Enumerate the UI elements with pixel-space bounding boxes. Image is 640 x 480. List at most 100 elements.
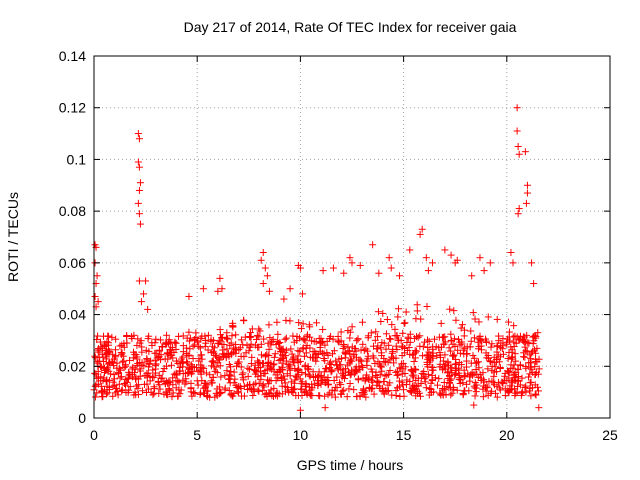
data-point (418, 225, 426, 233)
data-point (103, 349, 111, 357)
data-point (400, 386, 408, 394)
data-point (522, 382, 530, 390)
data-point (257, 368, 265, 376)
data-point (178, 358, 186, 366)
data-point (418, 370, 426, 378)
data-point (450, 307, 458, 315)
data-point (348, 259, 356, 267)
data-point (329, 264, 337, 272)
data-point (322, 365, 330, 373)
data-point (450, 385, 458, 393)
data-point (103, 353, 111, 361)
data-point (452, 355, 460, 363)
data-point (163, 362, 171, 370)
data-point (406, 351, 414, 359)
data-point (172, 345, 180, 353)
data-point (493, 342, 501, 350)
data-point (224, 349, 232, 357)
data-point (298, 385, 306, 393)
data-point (182, 375, 190, 383)
data-point (117, 373, 125, 381)
data-point (281, 375, 289, 383)
data-point (246, 343, 254, 351)
data-point (124, 375, 132, 383)
data-point (487, 343, 495, 351)
data-point (264, 380, 272, 388)
data-point (193, 337, 201, 345)
data-point (265, 287, 273, 295)
data-point (461, 344, 469, 352)
data-point (157, 351, 165, 359)
data-point (482, 335, 490, 343)
data-point (136, 220, 144, 228)
data-point (248, 353, 256, 361)
data-point (201, 343, 209, 351)
data-point (503, 335, 511, 343)
data-point (387, 335, 395, 343)
data-point (282, 316, 290, 324)
data-point (292, 372, 300, 380)
data-point (411, 386, 419, 394)
data-point (189, 342, 197, 350)
data-point (150, 373, 158, 381)
data-point (368, 384, 376, 392)
data-point (388, 321, 396, 329)
data-point (467, 327, 475, 335)
data-point (300, 336, 308, 344)
data-point (136, 179, 144, 187)
data-point (337, 354, 345, 362)
data-point (294, 347, 302, 355)
data-point (281, 335, 289, 343)
data-point (198, 355, 206, 363)
data-point (385, 254, 393, 262)
data-point (116, 374, 124, 382)
data-point (157, 336, 165, 344)
y-tick-label: 0.04 (59, 307, 86, 323)
data-point (439, 357, 447, 365)
data-point (137, 298, 145, 306)
data-point (293, 333, 301, 341)
data-point (458, 338, 466, 346)
data-point (163, 331, 171, 339)
data-point (527, 392, 535, 400)
data-point (513, 127, 521, 135)
data-point (132, 374, 140, 382)
data-point (522, 362, 530, 370)
data-point (135, 163, 143, 171)
data-point (395, 305, 403, 313)
data-point (484, 313, 492, 321)
data-point (525, 359, 533, 367)
data-point (317, 380, 325, 388)
data-point (135, 186, 143, 194)
data-point (507, 343, 515, 351)
data-point (468, 272, 476, 280)
data-point (360, 388, 368, 396)
data-point (210, 349, 218, 357)
data-point (518, 389, 526, 397)
data-point (133, 341, 141, 349)
data-point (263, 393, 271, 401)
data-point (186, 334, 194, 342)
data-point (179, 348, 187, 356)
data-point (131, 369, 139, 377)
data-point (122, 388, 130, 396)
data-point (376, 360, 384, 368)
data-point (445, 344, 453, 352)
data-point (144, 305, 152, 313)
data-point (226, 379, 234, 387)
data-point (213, 385, 221, 393)
data-point (244, 372, 252, 380)
data-point (501, 392, 509, 400)
data-point (401, 319, 409, 327)
data-point (337, 328, 345, 336)
data-point (143, 372, 151, 380)
data-point (257, 351, 265, 359)
data-point (146, 372, 154, 380)
data-point (278, 365, 286, 373)
data-point (463, 357, 471, 365)
data-point (531, 363, 539, 371)
data-point (467, 359, 475, 367)
data-point (488, 340, 496, 348)
data-point (140, 290, 148, 298)
data-point (289, 386, 297, 394)
